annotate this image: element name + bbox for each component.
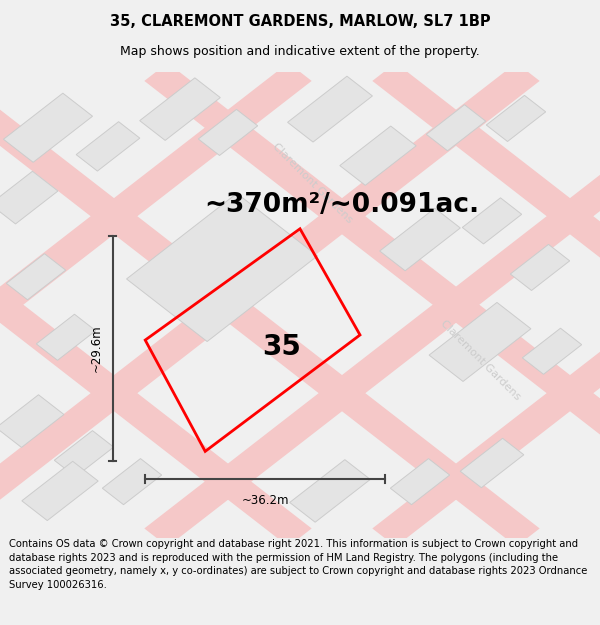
Polygon shape (145, 63, 600, 546)
Polygon shape (290, 459, 370, 522)
Polygon shape (0, 171, 58, 224)
Polygon shape (427, 105, 485, 151)
Text: ~370m²/~0.091ac.: ~370m²/~0.091ac. (204, 192, 479, 218)
Polygon shape (373, 63, 600, 546)
Polygon shape (391, 459, 449, 504)
Text: 35: 35 (263, 332, 301, 361)
Polygon shape (103, 459, 161, 504)
Polygon shape (0, 63, 311, 546)
Polygon shape (429, 302, 531, 381)
Text: 35, CLAREMONT GARDENS, MARLOW, SL7 1BP: 35, CLAREMONT GARDENS, MARLOW, SL7 1BP (110, 14, 490, 29)
Polygon shape (0, 63, 539, 546)
Text: ~36.2m: ~36.2m (241, 494, 289, 507)
Text: Claremont Gardens: Claremont Gardens (438, 319, 522, 402)
Polygon shape (460, 438, 524, 488)
Text: Contains OS data © Crown copyright and database right 2021. This information is : Contains OS data © Crown copyright and d… (9, 539, 587, 590)
Polygon shape (340, 126, 416, 186)
Polygon shape (287, 76, 373, 142)
Polygon shape (523, 328, 581, 374)
Polygon shape (76, 122, 140, 171)
Polygon shape (463, 198, 521, 244)
Polygon shape (7, 254, 65, 300)
Polygon shape (145, 63, 600, 546)
Polygon shape (0, 63, 311, 546)
Text: Map shows position and indicative extent of the property.: Map shows position and indicative extent… (120, 44, 480, 58)
Polygon shape (487, 96, 545, 141)
Polygon shape (0, 395, 64, 448)
Polygon shape (380, 208, 460, 271)
Text: ~29.6m: ~29.6m (89, 324, 103, 372)
Polygon shape (22, 461, 98, 521)
Polygon shape (55, 431, 113, 477)
Polygon shape (511, 244, 569, 291)
Polygon shape (199, 109, 257, 156)
Polygon shape (373, 63, 600, 546)
Polygon shape (127, 193, 317, 341)
Polygon shape (4, 93, 92, 162)
Text: Claremont Gardens: Claremont Gardens (270, 142, 354, 226)
Polygon shape (37, 314, 95, 361)
Polygon shape (140, 78, 220, 141)
Polygon shape (0, 63, 539, 546)
